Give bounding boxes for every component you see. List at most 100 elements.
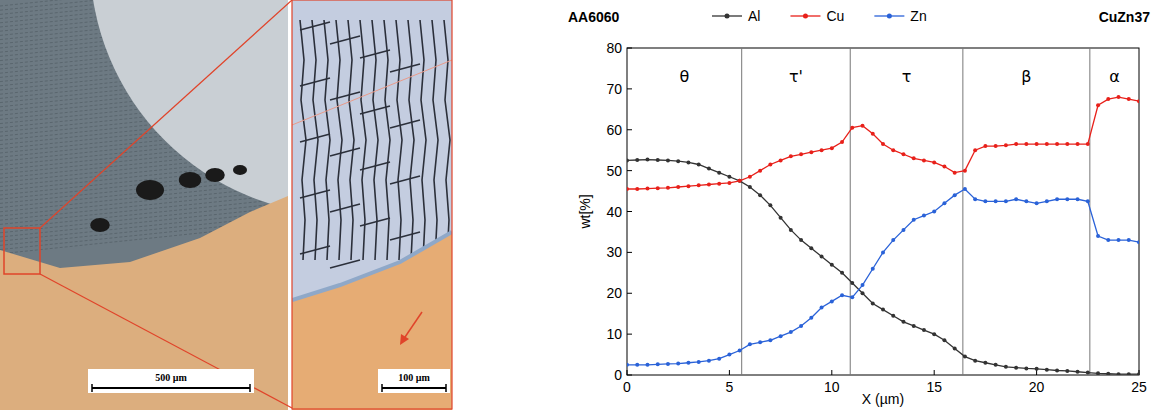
series-point bbox=[994, 199, 998, 203]
series-point bbox=[963, 187, 967, 191]
interface bbox=[292, 232, 452, 300]
scale-bar bbox=[92, 387, 250, 389]
series-point bbox=[932, 332, 936, 336]
y-tick bbox=[627, 211, 632, 212]
series-point bbox=[635, 363, 639, 367]
series-point bbox=[1055, 142, 1059, 146]
crack bbox=[390, 232, 420, 240]
series-point bbox=[1117, 238, 1121, 242]
series-line bbox=[627, 189, 1139, 365]
series-point bbox=[1004, 365, 1008, 369]
y-tick bbox=[627, 375, 632, 376]
crack bbox=[360, 162, 390, 170]
zoom-line bbox=[40, 0, 292, 228]
crack bbox=[372, 20, 378, 260]
series-point bbox=[891, 314, 895, 318]
x-tick-label: 15 bbox=[926, 379, 942, 395]
crack bbox=[324, 20, 330, 260]
series-point bbox=[1055, 369, 1059, 373]
arrow bbox=[403, 312, 422, 340]
series-point bbox=[973, 359, 977, 363]
legend-marker bbox=[803, 14, 808, 19]
micrograph-detail bbox=[292, 0, 452, 410]
series-point bbox=[686, 184, 690, 188]
series-point bbox=[1127, 97, 1131, 101]
scale-bg bbox=[378, 369, 450, 393]
crack bbox=[300, 134, 330, 142]
x-tick bbox=[934, 370, 935, 375]
legend-marker bbox=[887, 14, 892, 19]
series-point bbox=[1096, 103, 1100, 107]
scale-label: 100 µm bbox=[398, 372, 430, 383]
series-point bbox=[922, 158, 926, 162]
crack bbox=[390, 120, 420, 128]
pore bbox=[233, 165, 247, 175]
series-point bbox=[953, 193, 957, 197]
series-point bbox=[697, 183, 701, 187]
series-point bbox=[627, 363, 629, 367]
y-tick-label: 80 bbox=[606, 40, 622, 56]
scale-bar bbox=[382, 387, 446, 389]
series-point bbox=[942, 165, 946, 169]
series-point bbox=[1096, 371, 1100, 375]
series-point bbox=[1035, 367, 1039, 371]
series-point bbox=[697, 360, 701, 364]
x-tick-label: 5 bbox=[726, 379, 734, 395]
crack bbox=[432, 20, 438, 260]
scale-bar-end bbox=[91, 384, 93, 392]
series-point bbox=[1137, 99, 1139, 103]
series-point bbox=[1086, 142, 1090, 146]
y-tick-label: 30 bbox=[606, 244, 622, 260]
plot-marks bbox=[627, 95, 1139, 375]
phase-label: τ bbox=[902, 67, 912, 86]
series-line bbox=[627, 97, 1139, 189]
series-point bbox=[1035, 142, 1039, 146]
x-tick-label: 25 bbox=[1131, 379, 1147, 395]
series-point bbox=[830, 146, 834, 150]
crack bbox=[444, 20, 450, 260]
series-point bbox=[963, 169, 967, 173]
x-tick-label: 0 bbox=[623, 379, 631, 395]
series-point bbox=[850, 295, 854, 299]
series-point bbox=[717, 182, 721, 186]
annotation: AA6060 bbox=[568, 9, 620, 25]
series-point bbox=[942, 338, 946, 342]
phase-label: α bbox=[1109, 67, 1120, 86]
crack bbox=[390, 64, 420, 72]
series-point bbox=[686, 160, 690, 164]
series-point bbox=[1117, 95, 1121, 99]
series-point bbox=[656, 158, 660, 162]
series-point bbox=[758, 340, 762, 344]
series-point bbox=[635, 187, 639, 191]
series-point bbox=[779, 216, 783, 220]
series-point bbox=[1106, 97, 1110, 101]
series-point bbox=[1076, 197, 1080, 201]
x-tick-label: 20 bbox=[1029, 379, 1045, 395]
crack bbox=[330, 204, 360, 212]
series-point bbox=[799, 324, 803, 328]
phase-label: τ' bbox=[789, 67, 803, 86]
phase-label: θ bbox=[679, 67, 689, 86]
y-tick bbox=[627, 252, 632, 253]
pore bbox=[136, 180, 164, 200]
series-point bbox=[1086, 199, 1090, 203]
series-point bbox=[881, 250, 885, 254]
y-tick-label: 20 bbox=[606, 285, 622, 301]
series-point bbox=[758, 169, 762, 173]
zoom-box bbox=[4, 228, 40, 274]
crack bbox=[300, 22, 330, 30]
series-point bbox=[697, 162, 701, 166]
series-point bbox=[932, 160, 936, 164]
series-point bbox=[881, 308, 885, 312]
series-point bbox=[1004, 143, 1008, 147]
pore bbox=[205, 168, 225, 182]
plot-frame bbox=[627, 48, 1139, 375]
series-point bbox=[973, 148, 977, 152]
series-point bbox=[707, 359, 711, 363]
crack bbox=[360, 106, 390, 114]
series-point bbox=[789, 228, 793, 232]
series-point bbox=[727, 175, 731, 179]
series-point bbox=[1024, 142, 1028, 146]
x-axis-title: X (µm) bbox=[862, 391, 904, 407]
series-point bbox=[627, 187, 629, 191]
